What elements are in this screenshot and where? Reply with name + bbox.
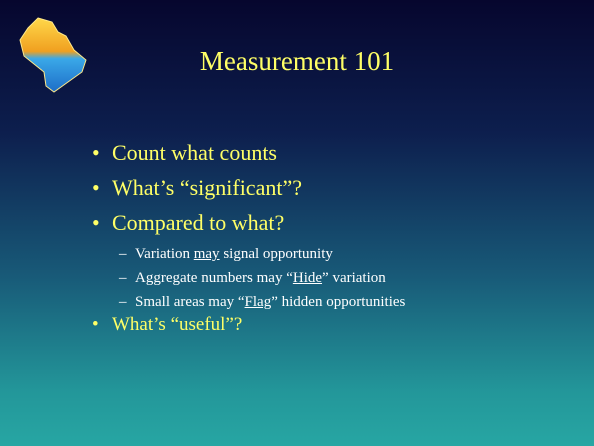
- sub-bullet-item: – Aggregate numbers may “Hide” variation: [119, 270, 386, 287]
- sub-bullet-text: Small areas may “: [135, 294, 245, 310]
- sub-bullet-text: Aggregate numbers may “: [135, 270, 293, 286]
- sub-bullet-text: signal opportunity: [219, 246, 333, 262]
- island-logo: [19, 17, 87, 93]
- slide-title: Measurement 101: [199, 46, 395, 76]
- bullet-marker: •: [92, 210, 100, 235]
- sub-bullet-item: – Small areas may “Flag” hidden opportuni…: [119, 294, 405, 311]
- sub-bullet-marker: –: [119, 246, 127, 262]
- bullet-item: • Compared to what?: [92, 210, 284, 236]
- bullet-item: • What’s “useful”?: [92, 314, 242, 336]
- sub-bullet-marker: –: [119, 270, 127, 286]
- bullet-marker: •: [92, 314, 99, 335]
- underlined-text: Flag: [244, 294, 272, 310]
- bullet-item: • What’s “significant”?: [92, 175, 302, 201]
- underlined-text: Hide: [292, 270, 323, 286]
- underlined-text: may: [193, 246, 220, 262]
- bullet-text: What’s “significant”?: [112, 175, 302, 200]
- bullet-text: What’s “useful”?: [112, 314, 243, 335]
- bullet-marker: •: [92, 175, 100, 200]
- sub-bullet-marker: –: [119, 294, 127, 310]
- sub-bullet-text: Variation: [135, 246, 194, 262]
- sub-bullet-text: ” hidden opportunities: [271, 294, 406, 310]
- sub-bullet-item: – Variation may signal opportunity: [119, 246, 333, 263]
- bullet-marker: •: [92, 140, 100, 165]
- bullet-item: • Count what counts: [92, 140, 277, 166]
- bullet-text: Count what counts: [112, 140, 277, 165]
- sub-bullet-text: ” variation: [322, 270, 386, 286]
- bullet-text: Compared to what?: [112, 210, 285, 235]
